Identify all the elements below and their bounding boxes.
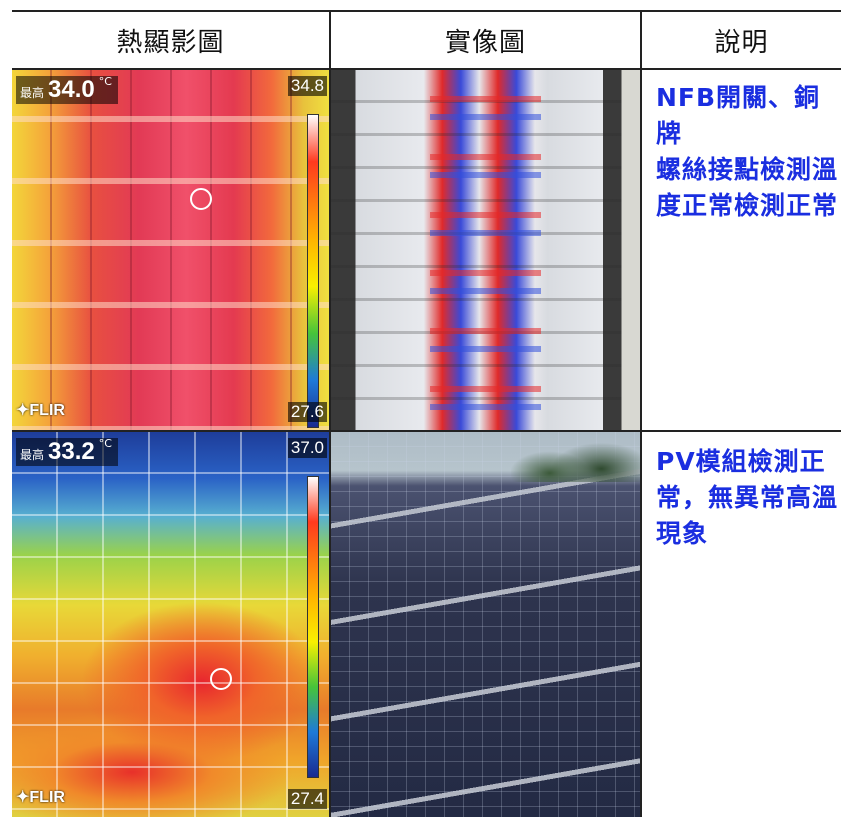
- max-temp-readout: 最高 34.0 °C: [16, 75, 118, 104]
- trees-background: [511, 438, 640, 482]
- solar-panel-photo: [331, 432, 640, 817]
- flir-brand-text: FLIR: [29, 789, 65, 806]
- inspection-table: 熱顯影圖 實像圖 說明 最高 34.0 °C 34.8 27.6 ✦FLIR N…: [12, 10, 841, 817]
- max-temp-label: 最高: [20, 448, 45, 462]
- description-line: PV模組檢測正: [656, 447, 826, 476]
- scale-max-value: 34.8: [287, 76, 327, 96]
- description-row-2: PV模組檢測正 常，無異常高溫 現象: [656, 444, 838, 552]
- thermal-image-solar: 最高 33.2 °C 37.0 27.4 ✦FLIR: [12, 432, 329, 817]
- header-real-image: 實像圖: [444, 27, 526, 58]
- description-line: NFB開關、銅牌: [656, 83, 821, 148]
- scale-min-value: 27.6: [287, 402, 327, 422]
- header-thermal-image: 熱顯影圖: [116, 27, 225, 58]
- max-temp-value: 33.2: [48, 438, 95, 465]
- column-divider-2: [640, 10, 642, 817]
- temp-unit: °C: [98, 437, 112, 450]
- scale-max-value: 37.0: [287, 438, 327, 458]
- flir-logo: ✦FLIR: [16, 402, 65, 419]
- description-line: 現象: [656, 519, 709, 548]
- busbar-rows: [331, 70, 640, 430]
- flir-brand-text: FLIR: [29, 402, 65, 419]
- scale-min-value: 27.4: [287, 789, 327, 809]
- crosshair-icon: [190, 188, 212, 210]
- description-line: 常，無異常高溫: [656, 483, 839, 512]
- header-description: 說明: [714, 27, 769, 58]
- max-temp-value: 34.0: [48, 76, 95, 103]
- breaker-panel-photo: [331, 70, 640, 430]
- temperature-color-scale: [307, 114, 319, 428]
- description-line: 螺絲接點檢測溫: [656, 155, 839, 184]
- crosshair-icon: [210, 668, 232, 690]
- flir-logo: ✦FLIR: [16, 789, 65, 806]
- temp-unit: °C: [98, 75, 112, 88]
- max-temp-readout: 最高 33.2 °C: [16, 437, 118, 466]
- description-row-1: NFB開關、銅牌 螺絲接點檢測溫 度正常檢測正常: [656, 80, 841, 224]
- max-temp-label: 最高: [20, 86, 45, 100]
- column-divider-1: [329, 10, 331, 817]
- header-divider: [12, 68, 841, 70]
- row-divider: [12, 430, 841, 432]
- table-top-border: [12, 10, 841, 12]
- thermal-image-breaker: 最高 34.0 °C 34.8 27.6 ✦FLIR: [12, 70, 329, 430]
- temperature-color-scale: [307, 476, 319, 778]
- description-line: 度正常檢測正常: [656, 191, 839, 220]
